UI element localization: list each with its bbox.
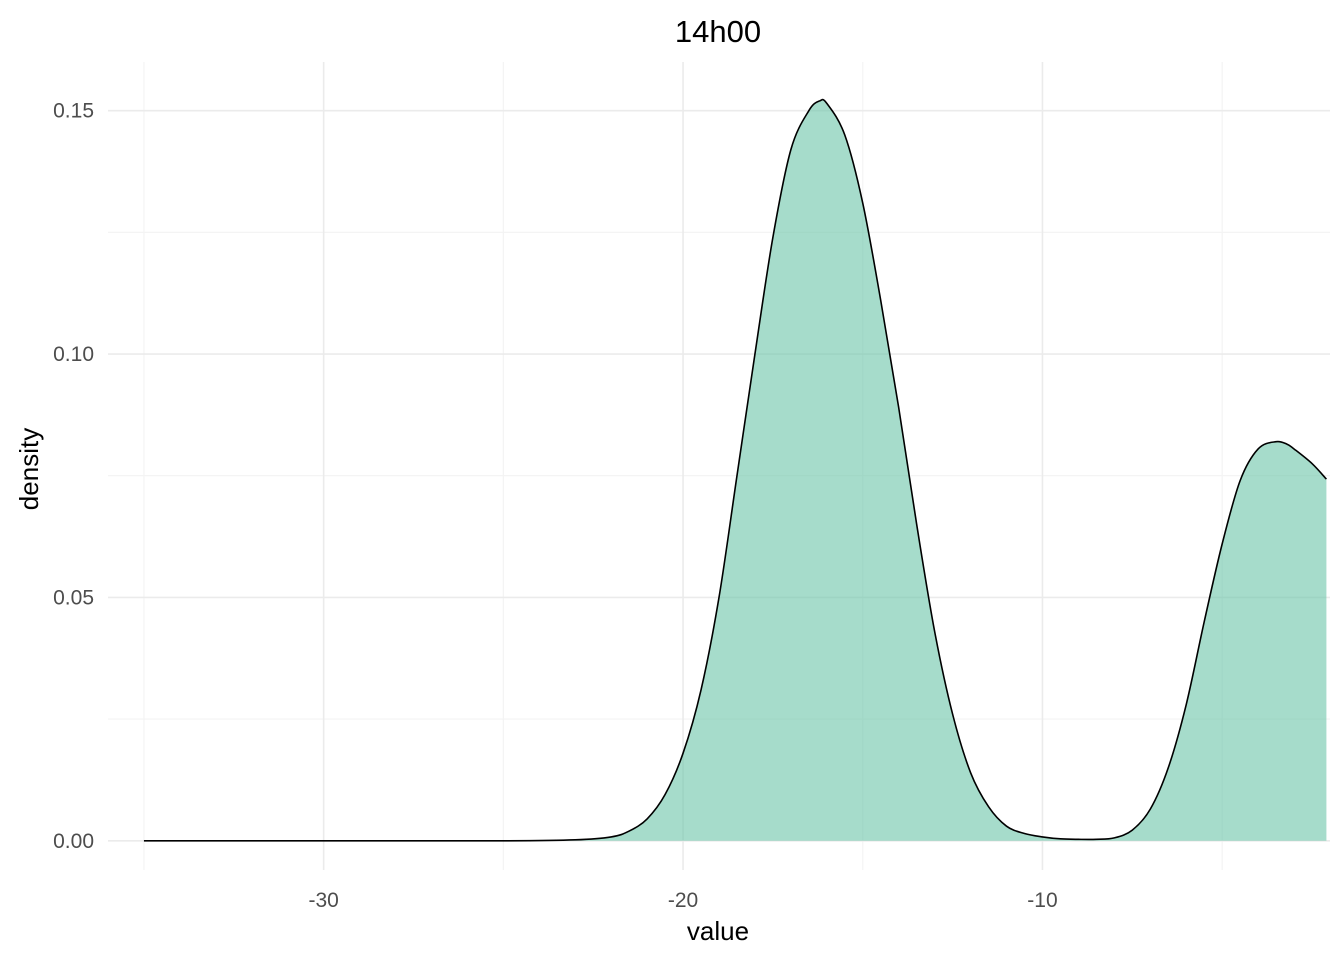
tick-labels: -30 -20 -10 0.00 0.05 0.10 0.15 <box>53 100 1058 912</box>
x-axis-title: value <box>687 916 749 946</box>
y-tick-label: 0.00 <box>53 830 94 853</box>
x-tick-label: -30 <box>308 889 338 912</box>
x-tick-label: -20 <box>668 889 698 912</box>
y-axis-title: density <box>14 428 44 510</box>
chart-title: 14h00 <box>675 14 761 49</box>
x-tick-label: -10 <box>1027 889 1057 912</box>
y-tick-label: 0.15 <box>53 100 94 123</box>
density-area-0 <box>143 99 1327 841</box>
density-line-0 <box>143 98 1327 842</box>
density-area-layer <box>143 98 1327 842</box>
y-tick-label: 0.10 <box>53 343 94 366</box>
y-tick-label: 0.05 <box>53 586 94 609</box>
